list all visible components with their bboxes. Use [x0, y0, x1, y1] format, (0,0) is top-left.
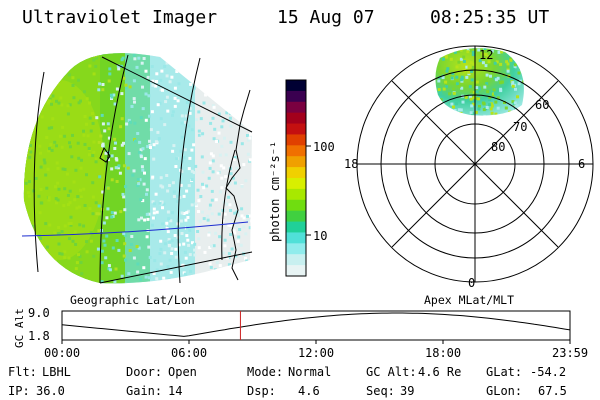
glat-label: GLat:	[486, 365, 523, 379]
x-ticks	[61, 340, 571, 344]
color-scale-unit: photon cm⁻²s⁻¹	[268, 140, 282, 242]
dsp-label: Dsp:	[247, 384, 276, 398]
polar-map	[356, 45, 594, 283]
altitude-plot	[61, 310, 571, 344]
color-tick-label-100: 100	[313, 140, 335, 154]
mlt-label-18: 18	[344, 157, 359, 171]
color-tick-label-10: 10	[313, 229, 328, 243]
color-scale-swatch	[286, 123, 306, 136]
x-tick-label-2359: 23:59	[552, 346, 589, 360]
coastline	[225, 89, 251, 281]
mlat-label-60: 60	[535, 98, 550, 112]
mlt-label-0: 0	[468, 276, 476, 290]
mlt-label-6: 6	[578, 157, 586, 171]
mlat-label-80: 80	[491, 140, 506, 154]
observation-time: 08:25:35 UT	[430, 7, 550, 28]
x-tick-label-0600: 06:00	[171, 346, 208, 360]
coastline-island	[99, 146, 111, 163]
ip-value: 36.0	[36, 384, 65, 398]
seq-value: 39	[400, 384, 415, 398]
mode-value: Normal	[288, 365, 332, 379]
observation-date: 15 Aug 07	[277, 7, 375, 28]
emission-image	[23, 53, 253, 284]
geographic-map	[21, 53, 253, 284]
x-tick-label-1200: 12:00	[298, 346, 335, 360]
color-scale-swatch	[286, 210, 306, 223]
glon-value: 67.5	[538, 384, 567, 398]
color-scale-swatch	[286, 254, 306, 266]
color-scale-swatch	[286, 178, 306, 190]
x-tick-label-1800: 18:00	[425, 346, 462, 360]
color-scale-swatch	[286, 167, 306, 179]
altitude-curve	[61, 312, 571, 337]
altitude-plot-frame	[61, 310, 571, 341]
color-scale-swatch	[286, 134, 306, 146]
color-scale-swatch	[286, 101, 306, 114]
ip-label: IP:	[8, 384, 30, 398]
gc-alt-label: GC Alt:	[366, 365, 417, 379]
gain-value: 14	[168, 384, 183, 398]
polar-grid	[356, 45, 594, 283]
color-scale-frame	[285, 79, 307, 277]
color-scale-swatch	[286, 265, 306, 277]
x-tick-label-0000: 00:00	[44, 346, 81, 360]
altitude-ytick-low: 1.8	[28, 329, 50, 343]
lat-lon-grid	[33, 54, 253, 284]
apex-caption: Apex MLat/MLT	[424, 293, 515, 307]
altitude-ylabel: GC Alt	[13, 308, 26, 348]
glat-value: -54.2	[530, 365, 567, 379]
color-scale-bar	[286, 80, 306, 277]
gain-label: Gain:	[126, 384, 163, 398]
color-scale-swatch	[286, 90, 306, 103]
color-scale-swatch	[286, 156, 306, 168]
glon-label: GLon:	[486, 384, 523, 398]
geographic-equator-line	[21, 221, 249, 237]
filter-label: Flt:	[8, 365, 37, 379]
mlat-label-70: 70	[513, 120, 528, 134]
instrument-title: Ultraviolet Imager	[22, 7, 218, 28]
color-scale-swatch	[286, 243, 306, 255]
dsp-value: 4.6	[298, 384, 320, 398]
color-scale-swatch	[286, 221, 306, 234]
geographic-caption: Geographic Lat/Lon	[70, 293, 195, 307]
door-value: Open	[168, 365, 197, 379]
color-scale-swatch	[286, 232, 306, 244]
gc-alt-value: 4.6 Re	[418, 365, 462, 379]
seq-label: Seq:	[366, 384, 395, 398]
color-scale-swatch	[286, 145, 306, 157]
door-label: Door:	[126, 365, 163, 379]
mlt-label-12: 12	[479, 48, 494, 62]
color-scale-swatch	[286, 112, 306, 125]
altitude-ytick-high: 9.0	[28, 306, 50, 320]
mode-label: Mode:	[247, 365, 284, 379]
color-scale-swatch	[286, 80, 306, 92]
filter-value: LBHL	[42, 365, 71, 379]
color-scale-swatch	[286, 199, 306, 212]
color-scale-swatch	[286, 188, 306, 201]
